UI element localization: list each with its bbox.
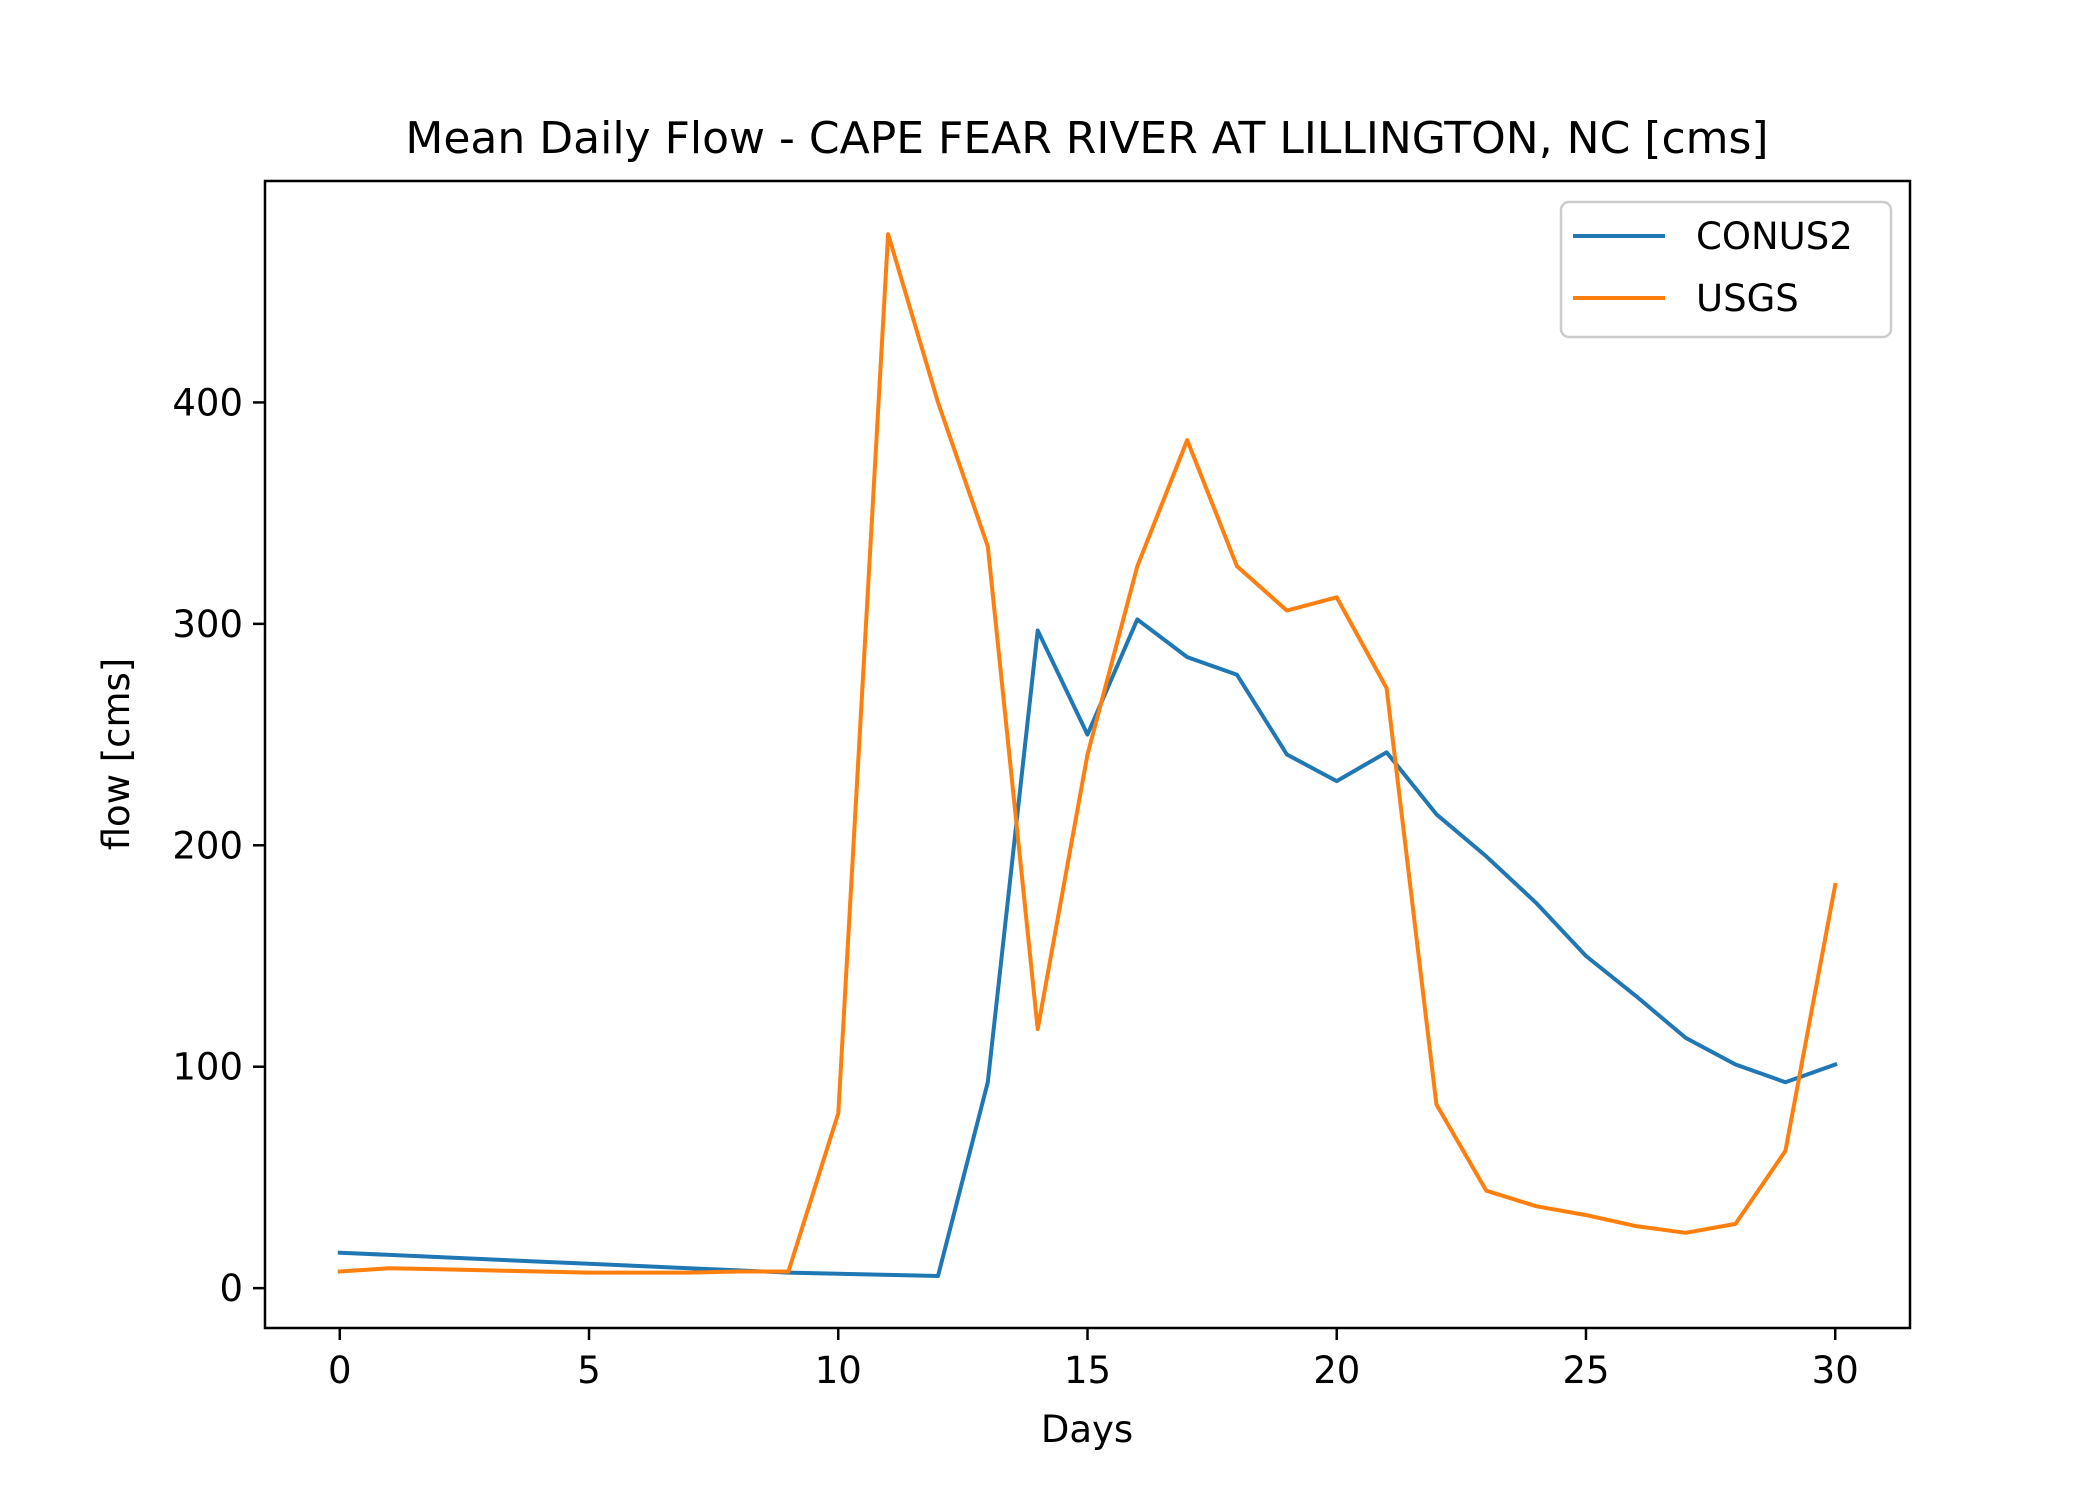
x-tick-label: 30: [1812, 1349, 1859, 1392]
series-line-conus2: [337, 617, 1838, 1278]
x-tick-label: 25: [1562, 1349, 1609, 1392]
y-tick-label: 100: [172, 1046, 243, 1089]
y-tick-label: 300: [172, 603, 243, 646]
chart-title: Mean Daily Flow - CAPE FEAR RIVER AT LIL…: [405, 113, 1768, 164]
x-tick-label: 5: [577, 1349, 601, 1392]
legend-label-usgs: USGS: [1696, 277, 1799, 320]
legend: CONUS2 USGS: [1559, 200, 1893, 339]
y-tick-label: 200: [172, 824, 243, 867]
series-line-usgs: [337, 232, 1838, 1275]
x-tick-label: 10: [815, 1349, 862, 1392]
x-tick-label: 0: [328, 1349, 352, 1392]
x-axis-label: Days: [1041, 1408, 1133, 1451]
y-tick-label: 400: [172, 381, 243, 424]
y-axis: 0 100 200 300 400: [172, 381, 265, 1310]
y-tick-label: 0: [219, 1267, 243, 1310]
y-axis-label: flow [cms]: [95, 658, 138, 851]
x-tick-label: 20: [1313, 1349, 1360, 1392]
legend-label-conus2: CONUS2: [1696, 215, 1853, 258]
x-axis: 0 5 10 15 20 25 30: [328, 1328, 1859, 1392]
x-tick-label: 15: [1064, 1349, 1111, 1392]
plot-lines: [337, 232, 1838, 1278]
